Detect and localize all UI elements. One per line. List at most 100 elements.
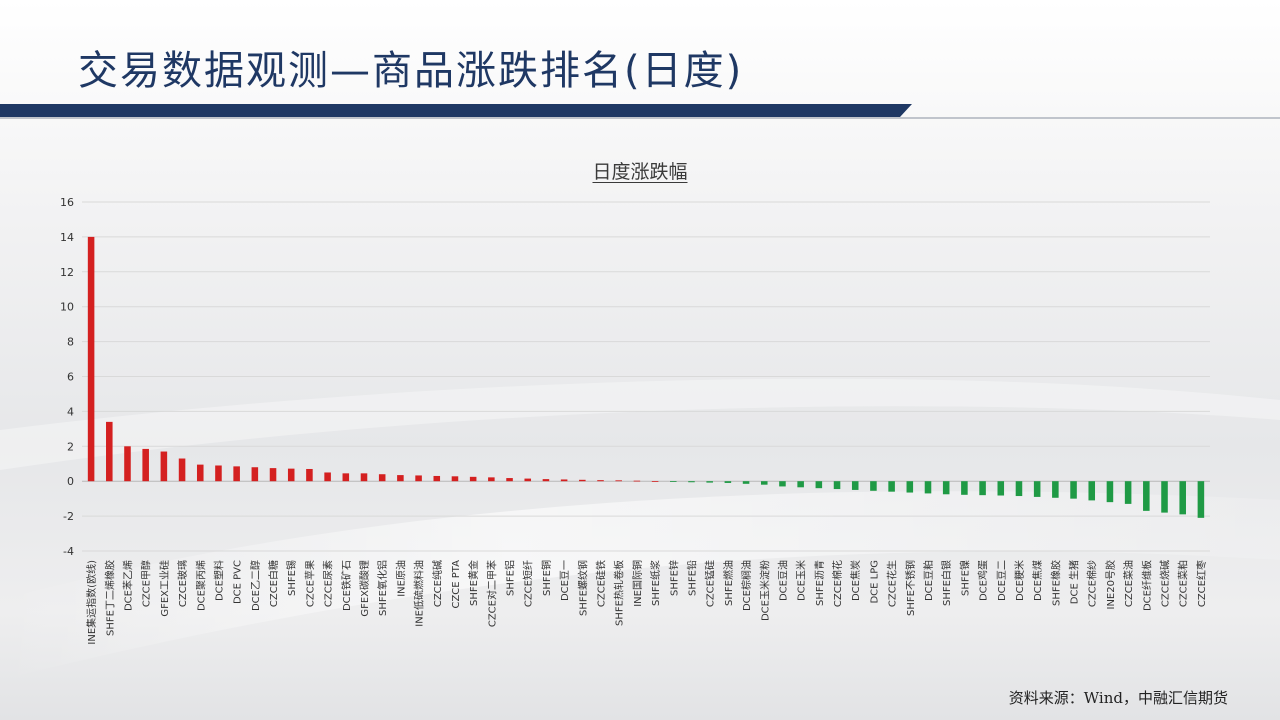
bar [888,481,895,492]
y-tick-label: 12 [60,266,74,279]
bar [1070,481,1077,499]
x-tick-label: SHFE螺纹钢 [576,560,589,616]
x-tick-label: CZCE甲醇 [140,560,153,607]
x-tick-label: CZCE棉花 [831,560,844,607]
bar [142,448,149,482]
bar [469,476,477,482]
y-tick-label: 10 [60,301,74,314]
bar [560,479,568,482]
x-tick-label: DCE玉米 [795,560,808,601]
x-tick-label: SHFE纸浆 [649,560,662,606]
x-tick-label: DCE粳米 [1013,560,1026,601]
x-tick-label: DCE乙二醇 [249,560,262,611]
y-tick-label: 8 [67,336,74,349]
x-tick-label: CZCE尿素 [322,560,335,607]
x-tick-label: SHFE丁二烯橡胶 [103,560,116,636]
x-tick-label: SHFE白银 [940,560,953,606]
bar [1052,481,1059,498]
bar [542,479,550,482]
x-tick-label: DCE苯乙烯 [121,560,134,611]
x-tick-label: CZCE PTA [451,560,462,609]
bar [724,481,732,483]
bar [360,473,368,482]
x-tick-label: DCE棕榈油 [740,560,753,611]
x-tick-label: SHFE锡 [285,560,298,596]
bar [961,481,968,495]
x-tick-label: SHFE锌 [667,560,680,596]
bar [124,446,131,482]
bar [342,473,350,482]
bar [979,481,986,496]
bar [1106,481,1114,503]
x-tick-label: CZCE苹果 [303,560,316,607]
x-tick-label: CZCE锰硅 [704,560,717,607]
x-tick-label: INE低硫燃料油 [413,560,426,627]
bar [1197,481,1205,518]
x-tick-label: SHFE燃油 [722,560,735,606]
x-tick-label: DCE聚丙烯 [194,560,207,611]
x-tick-label: DCE豆二 [996,560,1008,601]
y-tick-label: 4 [67,405,74,418]
x-tick-label: DCE焦煤 [1031,560,1044,601]
x-tick-label: SHFE铜 [541,560,553,596]
bar [1143,481,1150,511]
bar [760,481,768,485]
y-tick-label: -2 [63,510,74,523]
x-tick-label: DCE玉米淀粉 [758,560,771,621]
bar [906,481,914,493]
bar [269,468,277,482]
x-tick-label: SHFE热轧卷板 [613,560,626,626]
y-tick-label: -4 [63,545,74,558]
bar [1124,481,1132,504]
bar [306,468,313,482]
chart-title: 日度涨跌幅 [0,157,1280,184]
x-tick-label: CZCE红枣 [1195,560,1208,607]
bar [215,465,222,482]
y-tick-label: 0 [67,475,74,488]
header-rule [0,117,1280,119]
x-tick-label: DCE豆油 [776,560,789,601]
bar [433,475,441,482]
x-tick-label: INE集运指数(欧线) [85,560,98,645]
x-tick-label: DCE LPG [869,560,880,604]
x-tick-label: CZCE菜油 [1122,560,1135,607]
bar [797,481,804,488]
x-tick-label: DCE PVC [233,560,244,604]
bar [742,481,750,484]
x-tick-label: SHFE黄金 [467,560,480,606]
bar [233,466,240,482]
bar [1088,481,1096,501]
x-tick-label: DCE塑料 [212,560,225,601]
x-tick-label: DCE纤维板 [1140,560,1153,611]
bar [851,481,859,490]
x-tick-label: DCE鸡蛋 [977,560,990,601]
bar [160,451,168,482]
bar [524,478,532,482]
x-tick-label: CZCE花生 [886,560,899,607]
bar [670,481,677,482]
bar [615,480,622,482]
bar [815,481,823,489]
x-tick-label: CZCE菜粕 [1177,560,1190,607]
x-tick-label: GFEX碳酸锂 [358,560,371,617]
x-tick-label: DCE焦炭 [849,560,862,601]
y-tick-label: 2 [67,440,74,453]
bar [779,481,786,487]
bar [287,468,295,482]
x-tick-label: INE20号胶 [1104,560,1117,609]
y-tick-label: 6 [67,371,74,384]
bar [397,475,404,482]
x-tick-label: INE国际铜 [632,560,644,607]
source-note: 资料来源：Wind，中融汇信期货 [1008,689,1228,707]
bar [579,479,586,482]
x-tick-label: DCE 生猪 [1068,560,1081,604]
bar [251,467,259,482]
light-swoosh [0,491,1280,680]
bar [706,481,713,483]
x-tick-label: SHFE橡胶 [1049,560,1062,606]
x-tick-label: SHFE氧化铝 [376,560,389,616]
chart-title-text: 日度涨跌幅 [592,161,688,183]
y-tick-label: 16 [60,196,74,209]
x-tick-label: CZCE短纤 [522,560,535,607]
